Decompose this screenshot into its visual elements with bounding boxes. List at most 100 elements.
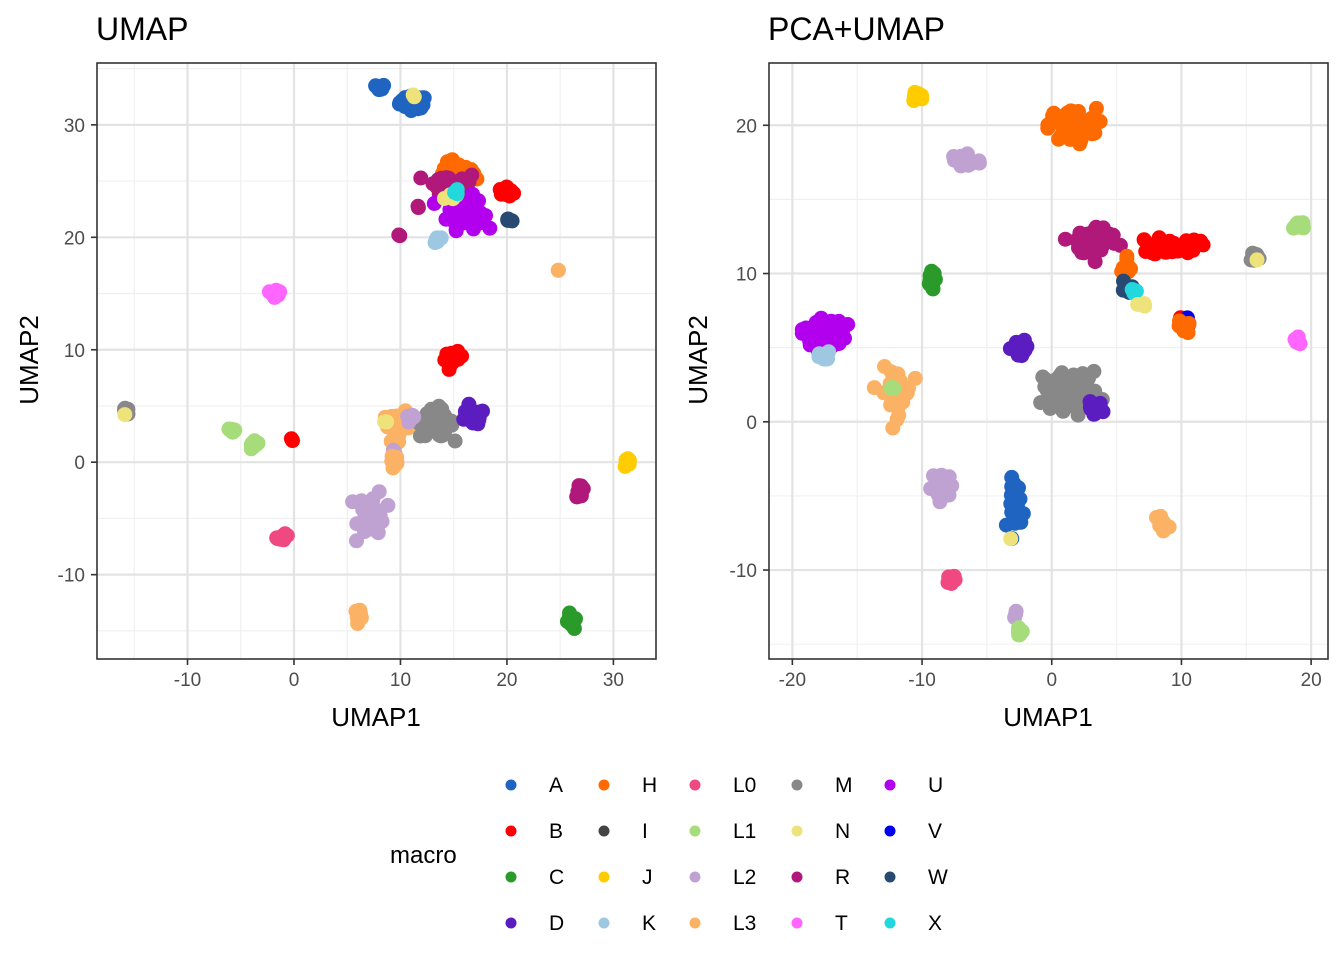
point-L1 — [1013, 625, 1029, 640]
point-D — [1002, 341, 1018, 357]
point-C — [926, 266, 942, 281]
point-U — [448, 223, 464, 239]
legend-label: I — [642, 820, 648, 843]
legend-swatch — [689, 917, 701, 929]
y-tick-label: 20 — [64, 228, 85, 249]
point-A — [1006, 482, 1021, 498]
y-tick-label: 10 — [64, 341, 85, 362]
point-R — [413, 170, 429, 186]
legend-label: L1 — [733, 820, 756, 843]
legend-item-L2: L2 — [689, 866, 756, 889]
x-axis-label: UMAP1 — [1003, 702, 1093, 732]
point-U — [465, 186, 481, 202]
y-axis-label: UMAP2 — [683, 315, 713, 405]
x-tick-label: 30 — [603, 670, 624, 691]
legend-swatch — [689, 779, 701, 791]
point-A — [998, 517, 1014, 533]
legend-label: M — [835, 774, 853, 797]
legend-swatch — [505, 779, 517, 791]
point-J — [620, 451, 636, 467]
pca-umap-panel: PCA+UMAP UMAP1 UMAP2 -20 -10 0 10 20 -10 0 10 20 — [683, 11, 1329, 732]
legend-item-R: R — [791, 866, 850, 889]
point-L0 — [275, 530, 291, 546]
legend-item-M: M — [791, 774, 853, 797]
point-L3 — [550, 262, 566, 278]
plot-border — [96, 62, 657, 660]
panel-title: PCA+UMAP — [768, 11, 945, 47]
legend-label: L0 — [733, 774, 756, 797]
point-B — [447, 352, 463, 368]
y-tick-label: -10 — [58, 566, 85, 587]
x-tick-label: 20 — [496, 670, 517, 691]
legend-label: T — [835, 912, 848, 935]
x-tick-label: 20 — [1301, 670, 1322, 691]
x-tick-label: 0 — [289, 670, 300, 691]
x-tick-label: -10 — [174, 670, 201, 691]
legend-swatch — [689, 871, 701, 883]
legend-swatch — [791, 917, 803, 929]
y-tick-label: 10 — [736, 265, 757, 286]
legend-label: U — [928, 774, 943, 797]
point-R — [1069, 232, 1085, 248]
umap-panel: UMAP UMAP1 UMAP2 -10 0 10 20 30 -10 0 10 20 30 — [14, 11, 657, 732]
point-H — [1069, 116, 1085, 132]
point-B — [1145, 245, 1160, 261]
point-H — [1045, 108, 1061, 124]
point-B — [1154, 233, 1170, 249]
point-C — [925, 281, 941, 297]
point-B — [1136, 232, 1152, 248]
y-tick-label: 30 — [64, 116, 85, 137]
point-L3 — [353, 606, 369, 622]
y-tick-label: 0 — [74, 453, 85, 474]
y-tick-label: 0 — [746, 413, 757, 434]
x-axis-label: UMAP1 — [331, 702, 421, 732]
legend-swatch — [505, 825, 517, 837]
legend-label: R — [835, 866, 850, 889]
point-A — [1015, 506, 1031, 522]
point-B — [285, 433, 300, 449]
legend-item-H: H — [598, 774, 657, 797]
y-tick-label: -10 — [730, 561, 757, 582]
x-tick-label: 0 — [1046, 670, 1057, 691]
point-L2 — [960, 157, 976, 173]
legend-item-W: W — [884, 866, 948, 889]
point-B — [500, 187, 516, 202]
point-L1 — [1292, 216, 1308, 232]
legend-item-N: N — [791, 820, 850, 843]
point-L2 — [371, 484, 387, 500]
legend-swatch — [884, 871, 896, 883]
point-H — [1177, 316, 1193, 332]
point-U — [818, 316, 834, 332]
legend-item-D: D — [505, 912, 564, 935]
point-L1 — [886, 381, 902, 397]
legend-swatch — [598, 779, 610, 791]
legend-swatch — [791, 825, 803, 837]
legend-item-A: A — [505, 774, 563, 797]
legend-label: L3 — [733, 912, 756, 935]
point-B — [1166, 239, 1182, 255]
point-T — [1290, 329, 1306, 345]
point-H — [1123, 261, 1138, 277]
point-R — [572, 481, 588, 497]
legend-swatch — [884, 779, 896, 791]
legend-item-C: C — [505, 866, 564, 889]
point-M — [428, 419, 444, 435]
point-X — [449, 182, 465, 198]
legend-swatch — [791, 871, 803, 883]
point-H — [1054, 118, 1070, 134]
point-J — [910, 90, 926, 106]
point-M — [1048, 379, 1064, 395]
point-N — [1137, 298, 1153, 314]
legend-label: X — [928, 912, 942, 935]
point-L0 — [942, 575, 958, 591]
legend-item-U: U — [884, 774, 943, 797]
point-L2 — [959, 146, 975, 162]
x-tick-label: 10 — [390, 670, 411, 691]
point-H — [1040, 120, 1056, 136]
legend-label: J — [642, 866, 653, 889]
point-R — [1076, 245, 1092, 261]
grid — [97, 63, 656, 659]
panel-title: UMAP — [96, 11, 188, 47]
point-H — [1087, 125, 1103, 141]
point-C — [568, 611, 583, 627]
